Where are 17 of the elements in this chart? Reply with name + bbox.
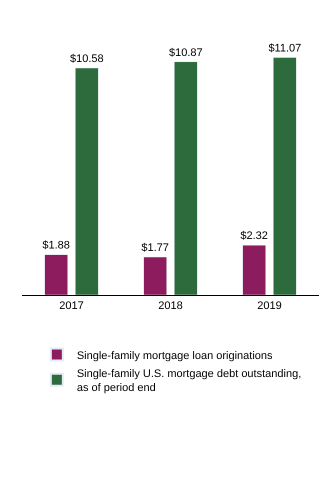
data-label: $10.87 (169, 46, 203, 59)
data-label: $11.07 (268, 42, 302, 54)
bar (273, 57, 297, 295)
bar (174, 62, 198, 295)
bar (44, 254, 68, 295)
data-label: $2.32 (240, 230, 268, 242)
x-tick-label: 2018 (158, 300, 183, 312)
data-label: $10.58 (70, 53, 104, 66)
data-label: $1.88 (42, 240, 70, 252)
legend-label: Single-family U.S. mortgage debt outstanding, as of period end (76, 368, 302, 394)
data-label: $1.77 (141, 242, 169, 254)
bar (75, 68, 99, 295)
x-tick-label: 2017 (59, 300, 84, 312)
bar (143, 256, 167, 295)
bar (242, 244, 266, 295)
x-tick-label: 2019 (257, 300, 282, 312)
legend-label: Single-family mortgage loan originations (76, 350, 274, 362)
